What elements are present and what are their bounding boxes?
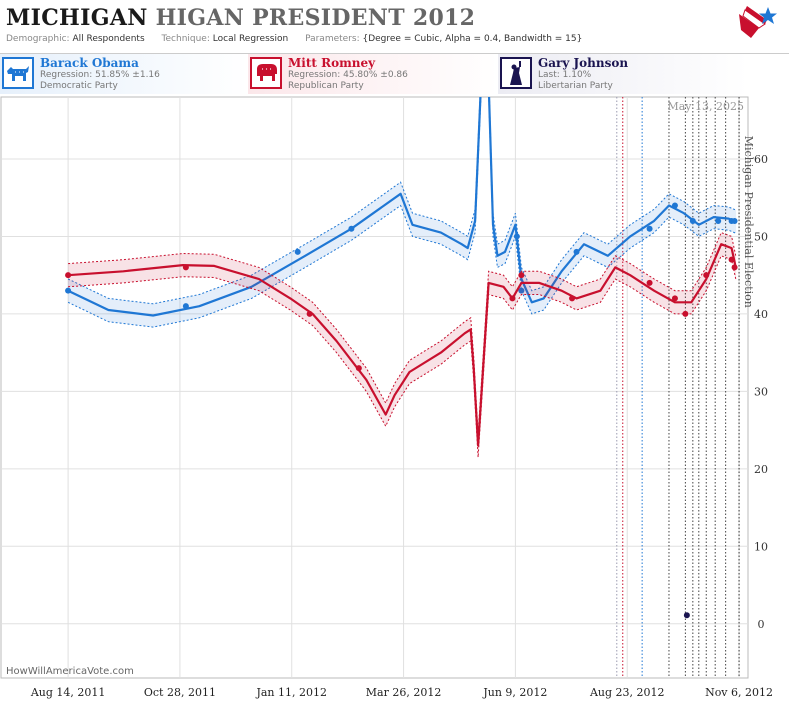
- obama-poll-point: [646, 225, 653, 232]
- romney-poll-point: [728, 256, 735, 263]
- parameters-label: Parameters:: [305, 34, 360, 44]
- romney-upper-bound: [68, 231, 737, 435]
- plot-frame: [0, 96, 749, 679]
- obama-poll-point: [715, 217, 722, 224]
- election-label: Michigan Presidential Election: [742, 136, 755, 308]
- x-tick-label: Jun 9, 2012: [482, 686, 547, 699]
- obama-upper-bound: [67, 97, 737, 305]
- x-tick-label: Aug 14, 2011: [30, 686, 106, 699]
- obama-poll-point: [182, 303, 189, 310]
- poll-chart: 0 10 20 30 40 50 60 Aug 14, 2011 Oct 28, 2011 Jan…: [0, 96, 773, 699]
- y-tick-label: 60: [754, 153, 768, 166]
- candidate-party: Democratic Party: [40, 81, 118, 91]
- romney-poll-point: [569, 295, 576, 302]
- flag-star-logo-icon: [739, 6, 777, 38]
- candidate-stat: Regression: 45.80% ±0.86: [288, 70, 408, 80]
- demographic-label: Demographic:: [6, 34, 70, 44]
- romney-poll-point: [518, 272, 525, 279]
- technique-label: Technique:: [161, 34, 210, 44]
- y-tick-label: 20: [754, 463, 768, 476]
- x-tick-label: Mar 26, 2012: [366, 686, 442, 699]
- obama-poll-point: [731, 217, 738, 224]
- candidate-name: Mitt Romney: [288, 56, 376, 70]
- candidate-stat: Last: 1.10%: [538, 70, 592, 80]
- obama-lower-bound: [67, 97, 737, 328]
- obama-poll-point: [518, 287, 525, 294]
- candidate-johnson[interactable]: Gary Johnson Last: 1.10% Libertarian Par…: [498, 54, 748, 94]
- candidate-romney[interactable]: Mitt Romney Regression: 45.80% ±0.86 Rep…: [248, 54, 498, 94]
- y-tick-label: 50: [754, 230, 768, 243]
- y-tick-label: 10: [754, 540, 768, 553]
- watermark: HowWillAmericaVote.com: [6, 666, 134, 677]
- romney-poll-point: [355, 365, 362, 372]
- statue-of-liberty-icon: [500, 57, 532, 89]
- romney-poll-point: [509, 295, 516, 302]
- parameters-value: {Degree = Cubic, Alpha = 0.4, Bandwidth …: [362, 34, 583, 44]
- romney-poll-point: [65, 272, 72, 279]
- romney-poll-point: [182, 264, 189, 271]
- johnson-poll-point: [683, 612, 690, 619]
- obama-poll-point: [65, 287, 72, 294]
- candidate-obama[interactable]: Barack Obama Regression: 51.85% ±1.16 De…: [0, 54, 248, 94]
- date-annotation: May 13, 2025: [667, 100, 744, 113]
- romney-poll-point: [682, 310, 689, 317]
- series-group: [65, 97, 738, 619]
- header: MICHIGAN HIGAN PRESIDENT 2012 Demographi…: [0, 0, 789, 52]
- obama-trend-line: [67, 97, 737, 317]
- obama-confidence-band: [68, 97, 737, 328]
- obama-poll-point: [573, 248, 580, 255]
- title-state: MICHIGAN: [6, 5, 148, 31]
- y-tick-label: 30: [754, 385, 768, 398]
- obama-poll-point: [294, 248, 301, 255]
- x-tick-label: Oct 28, 2011: [144, 686, 216, 699]
- x-tick-label: Nov 6, 2012: [705, 686, 773, 699]
- romney-poll-point: [731, 264, 738, 271]
- obama-poll-point: [671, 202, 678, 209]
- title-race: HIGAN PRESIDENT 2012: [155, 5, 476, 31]
- romney-poll-point: [671, 295, 678, 302]
- demographic-value: All Respondents: [72, 34, 145, 44]
- obama-poll-point: [513, 233, 520, 240]
- candidate-name: Barack Obama: [40, 56, 139, 70]
- x-tick-label: Aug 23, 2012: [589, 686, 665, 699]
- romney-poll-point: [646, 279, 653, 286]
- romney-trend-line: [68, 243, 738, 447]
- obama-poll-point: [689, 217, 696, 224]
- romney-poll-point: [306, 310, 313, 317]
- elephant-icon: [250, 57, 282, 89]
- candidate-bar: Barack Obama Regression: 51.85% ±1.16 De…: [0, 53, 789, 94]
- candidate-party: Republican Party: [288, 81, 364, 91]
- x-tick-label: Jan 11, 2012: [255, 686, 327, 699]
- candidate-party: Libertarian Party: [538, 81, 613, 91]
- donkey-icon: [2, 57, 34, 89]
- candidate-stat: Regression: 51.85% ±1.16: [40, 70, 160, 80]
- obama-poll-point: [348, 225, 355, 232]
- page-title: MICHIGAN HIGAN PRESIDENT 2012: [6, 5, 475, 31]
- romney-confidence-band: [68, 232, 737, 458]
- parameters-bar: Demographic: All Respondents Technique: …: [6, 34, 582, 44]
- y-tick-label: 0: [758, 618, 765, 631]
- technique-value: Local Regression: [212, 34, 289, 44]
- y-tick-label: 40: [754, 308, 768, 321]
- romney-poll-point: [703, 272, 710, 279]
- candidate-name: Gary Johnson: [538, 56, 629, 70]
- romney-lower-bound: [68, 255, 737, 458]
